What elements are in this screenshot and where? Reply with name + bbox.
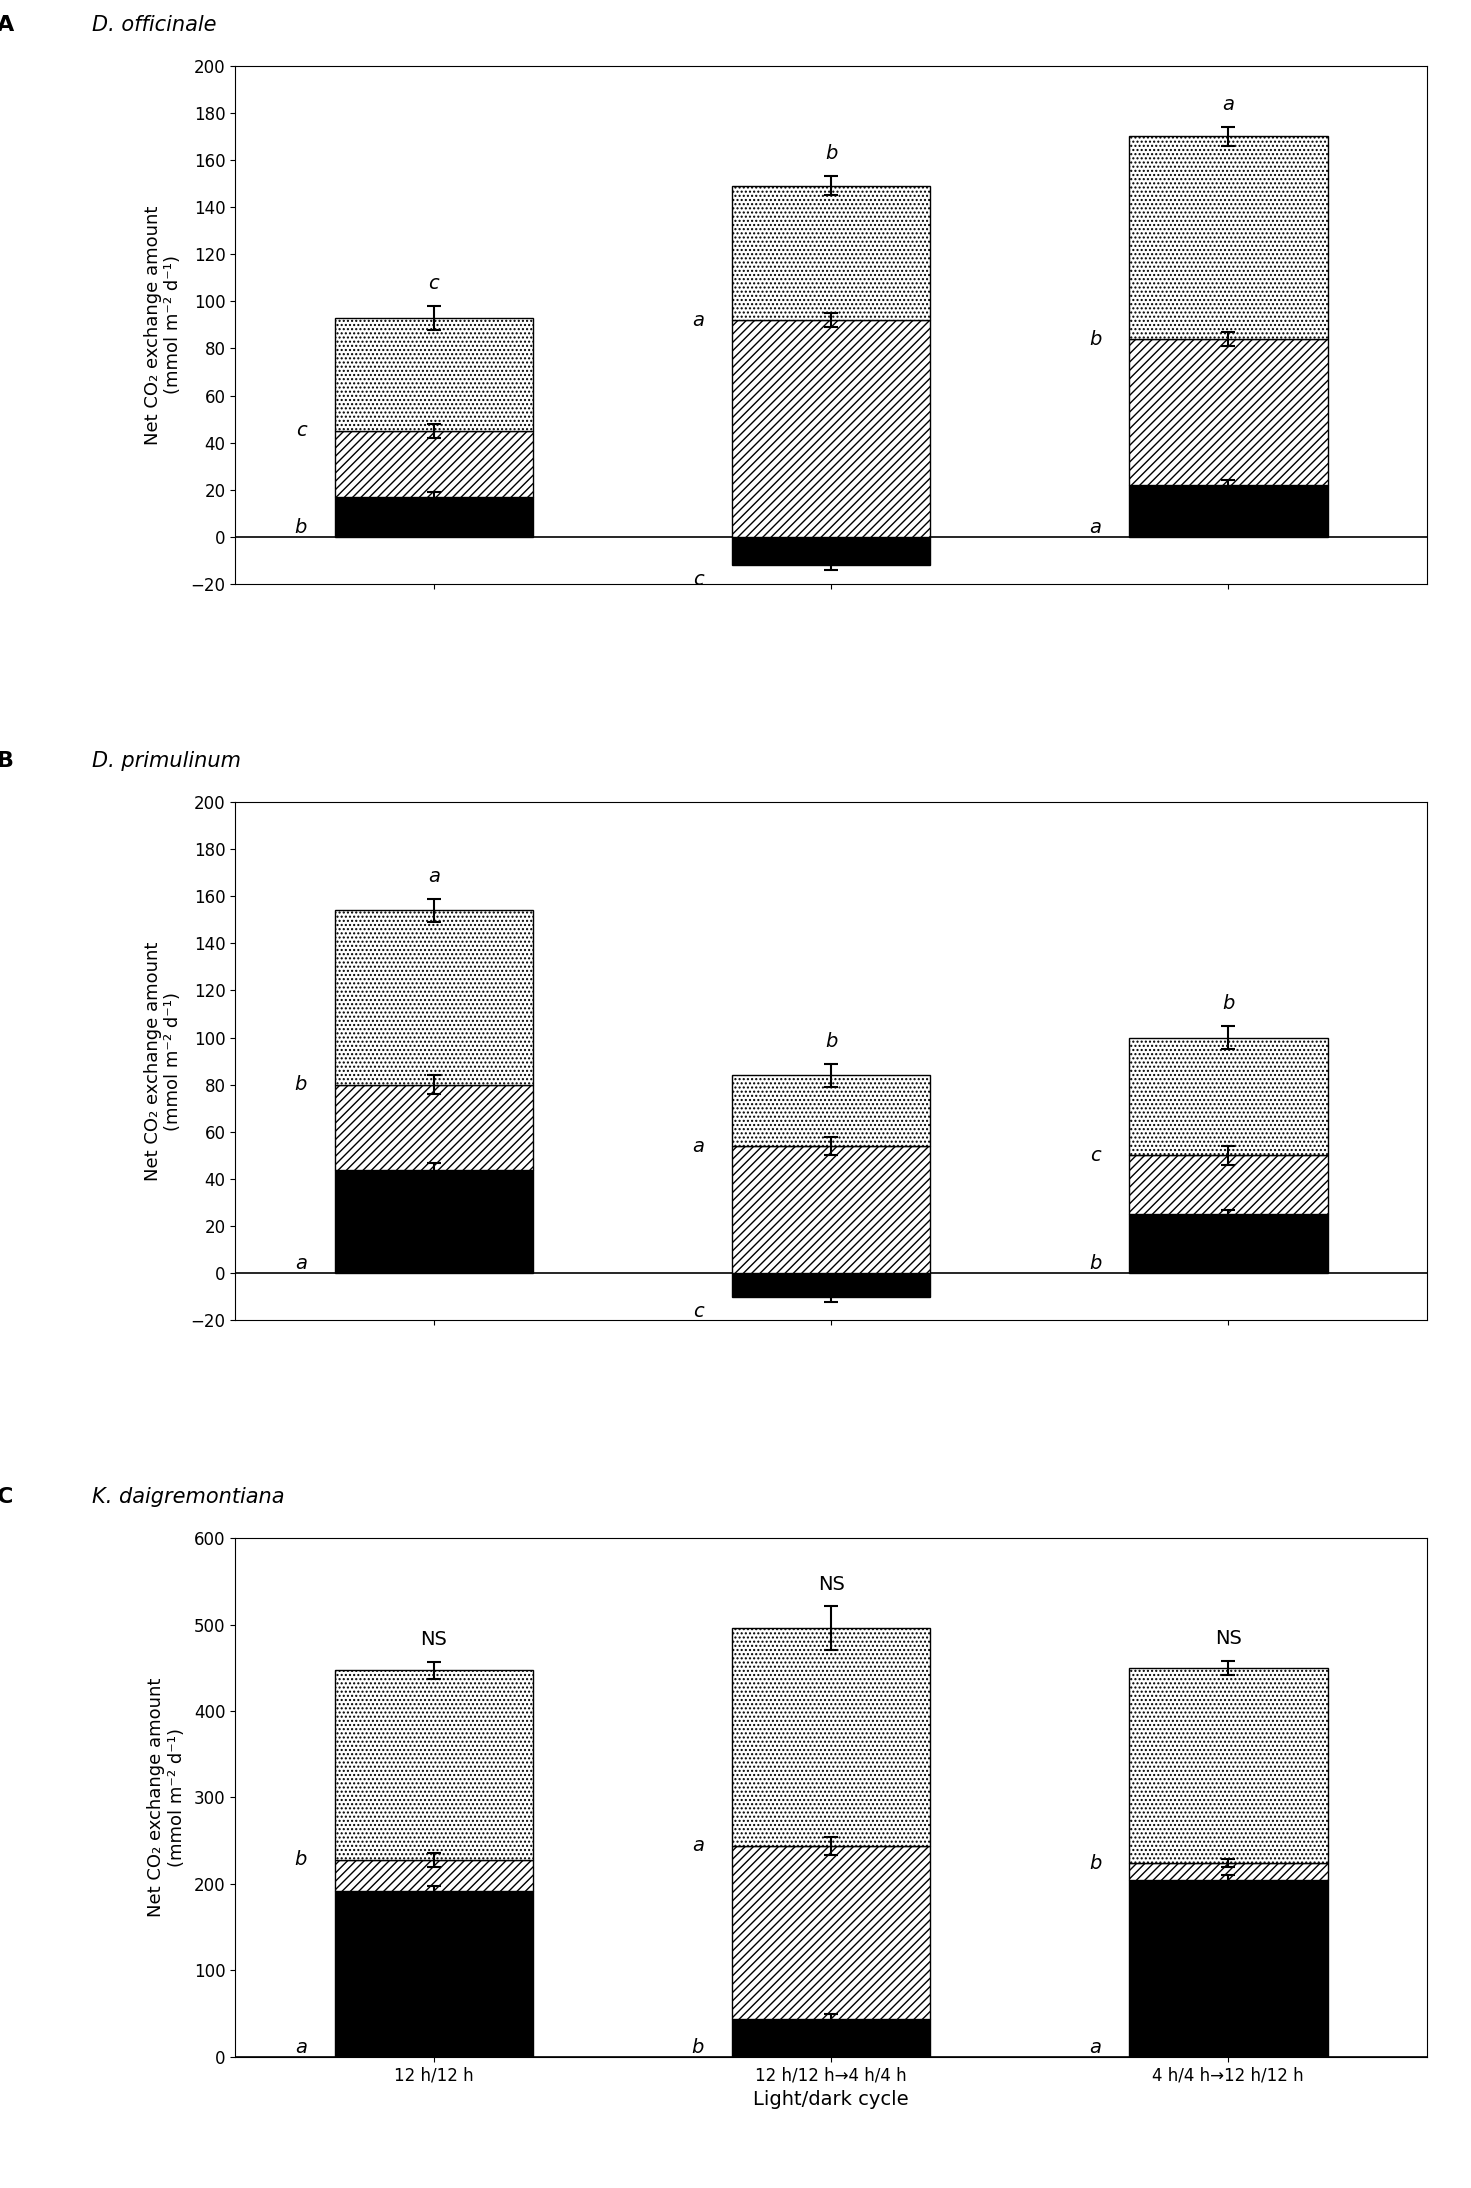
Text: a: a: [428, 866, 440, 886]
Text: c: c: [296, 422, 307, 440]
Bar: [335, 910, 533, 1085]
Bar: [731, 186, 930, 319]
Bar: [731, 1074, 930, 1147]
Text: A: A: [0, 15, 15, 35]
X-axis label: Light/dark cycle: Light/dark cycle: [753, 2090, 909, 2109]
Text: a: a: [294, 2037, 307, 2057]
Text: b: b: [1089, 330, 1102, 348]
Bar: [731, 1273, 930, 1297]
Text: a: a: [691, 311, 705, 330]
Bar: [731, 1628, 930, 1847]
Text: b: b: [691, 2037, 705, 2057]
Text: b: b: [1089, 1254, 1102, 1273]
Text: b: b: [294, 519, 307, 536]
Text: D. officinale: D. officinale: [93, 15, 216, 35]
Bar: [1128, 136, 1327, 339]
Y-axis label: Net CO₂ exchange amount
(mmol m⁻² d⁻¹): Net CO₂ exchange amount (mmol m⁻² d⁻¹): [144, 206, 182, 444]
Text: NS: NS: [1215, 1628, 1242, 1648]
Text: b: b: [825, 1031, 837, 1050]
Bar: [1128, 1879, 1327, 2057]
Bar: [731, 319, 930, 536]
Text: b: b: [1089, 1853, 1102, 1873]
Bar: [731, 2020, 930, 2057]
Bar: [335, 1860, 533, 1890]
Text: B: B: [0, 750, 15, 770]
Bar: [731, 536, 930, 565]
Text: a: a: [691, 1836, 705, 1855]
Bar: [335, 1669, 533, 1860]
Bar: [335, 317, 533, 431]
Bar: [1128, 1037, 1327, 1155]
Bar: [731, 1147, 930, 1273]
Bar: [1128, 1214, 1327, 1273]
Bar: [335, 497, 533, 536]
Y-axis label: Net CO₂ exchange amount
(mmol m⁻² d⁻¹): Net CO₂ exchange amount (mmol m⁻² d⁻¹): [147, 1678, 185, 1917]
Bar: [1128, 1667, 1327, 1864]
Text: D. primulinum: D. primulinum: [93, 750, 241, 770]
Bar: [731, 1847, 930, 2020]
Text: a: a: [1089, 519, 1102, 536]
Text: C: C: [0, 1488, 13, 1508]
Text: K. daigremontiana: K. daigremontiana: [93, 1488, 285, 1508]
Bar: [1128, 1155, 1327, 1214]
Bar: [335, 1085, 533, 1171]
Bar: [335, 1890, 533, 2057]
Y-axis label: Net CO₂ exchange amount
(mmol m⁻² d⁻¹): Net CO₂ exchange amount (mmol m⁻² d⁻¹): [144, 941, 182, 1182]
Text: b: b: [1222, 993, 1234, 1013]
Text: c: c: [1090, 1147, 1102, 1164]
Bar: [1128, 486, 1327, 536]
Text: a: a: [691, 1136, 705, 1155]
Text: a: a: [294, 1254, 307, 1273]
Text: b: b: [825, 144, 837, 164]
Text: NS: NS: [818, 1575, 844, 1593]
Bar: [1128, 339, 1327, 486]
Text: a: a: [1089, 2037, 1102, 2057]
Text: NS: NS: [421, 1630, 447, 1650]
Text: c: c: [693, 571, 705, 589]
Text: b: b: [294, 1851, 307, 1869]
Text: b: b: [294, 1074, 307, 1094]
Bar: [335, 431, 533, 497]
Bar: [335, 1171, 533, 1273]
Text: c: c: [693, 1302, 705, 1322]
Text: a: a: [1222, 94, 1234, 114]
Text: c: c: [428, 274, 440, 293]
Bar: [1128, 1864, 1327, 1879]
